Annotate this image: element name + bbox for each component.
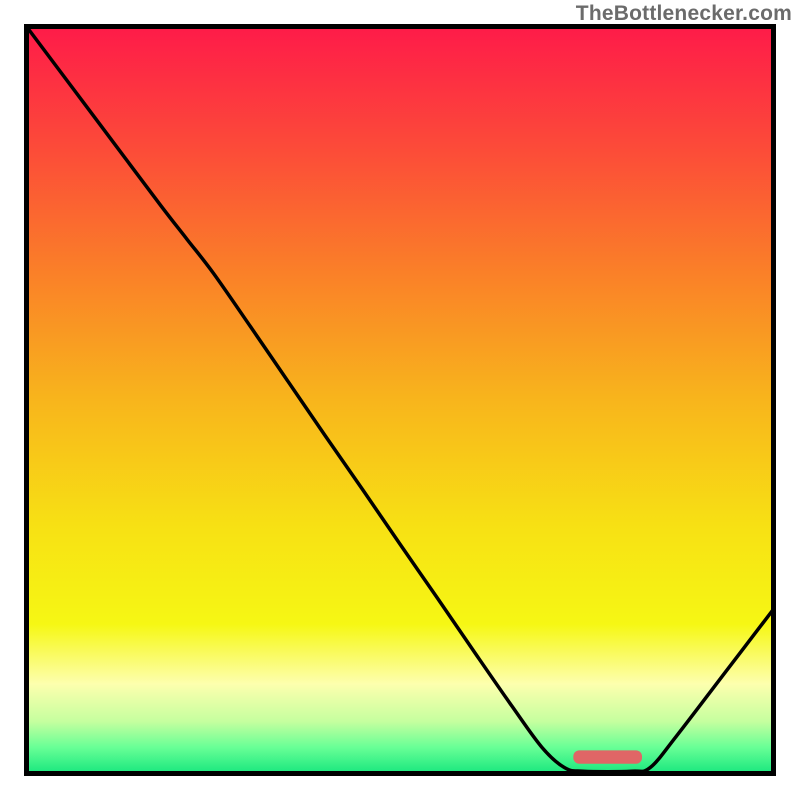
- highlight-marker: [573, 750, 642, 763]
- chart-svg: [0, 0, 800, 800]
- watermark-text: TheBottlenecker.com: [576, 2, 792, 26]
- chart-container: TheBottlenecker.com: [0, 0, 800, 800]
- chart-background: [27, 27, 774, 774]
